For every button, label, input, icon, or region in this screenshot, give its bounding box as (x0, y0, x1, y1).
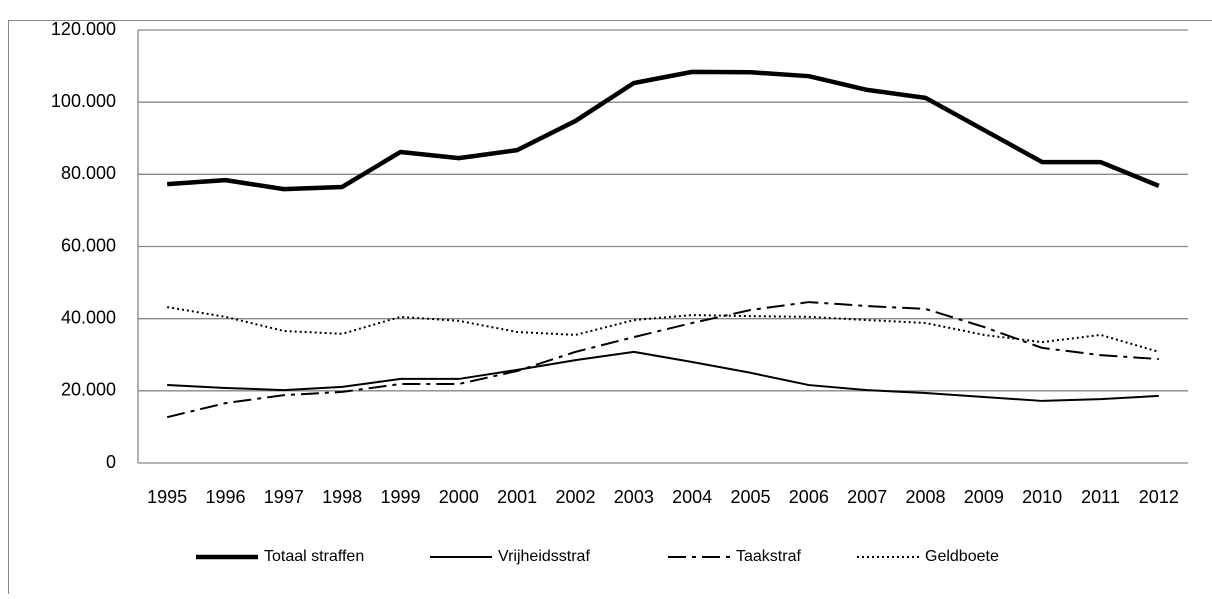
y-tick-label: 40.000 (61, 307, 116, 327)
legend-label: Totaal straffen (264, 548, 364, 565)
x-tick-label: 1999 (380, 487, 420, 507)
legend-label: Vrijheidsstraf (498, 548, 590, 565)
legend-label: Taakstraf (736, 548, 801, 565)
x-tick-label: 2001 (497, 487, 537, 507)
x-tick-label: 1995 (147, 487, 187, 507)
x-tick-label: 2010 (1022, 487, 1062, 507)
x-tick-label: 2007 (847, 487, 887, 507)
y-tick-label: 20.000 (61, 380, 116, 400)
chart-border (9, 21, 1212, 595)
y-tick-label: 80.000 (61, 163, 116, 183)
y-tick-label: 60.000 (61, 235, 116, 255)
x-tick-label: 2005 (730, 487, 770, 507)
x-tick-label: 2006 (789, 487, 829, 507)
y-tick-label: 120.000 (51, 19, 116, 39)
x-tick-label: 1997 (264, 487, 304, 507)
x-tick-label: 2004 (672, 487, 712, 507)
x-tick-label: 2002 (555, 487, 595, 507)
x-tick-label: 2008 (905, 487, 945, 507)
x-tick-label: 2009 (964, 487, 1004, 507)
x-tick-label: 2012 (1139, 487, 1179, 507)
x-tick-label: 2000 (439, 487, 479, 507)
legend-label: Geldboete (925, 548, 999, 565)
series-line (167, 72, 1159, 189)
series-line (167, 302, 1159, 417)
series-line (167, 307, 1159, 352)
y-tick-label: 0 (106, 452, 116, 472)
x-tick-label: 2003 (614, 487, 654, 507)
x-tick-label: 1998 (322, 487, 362, 507)
x-tick-label: 1996 (205, 487, 245, 507)
y-tick-label: 100.000 (51, 91, 116, 111)
x-tick-label: 2011 (1081, 487, 1120, 507)
